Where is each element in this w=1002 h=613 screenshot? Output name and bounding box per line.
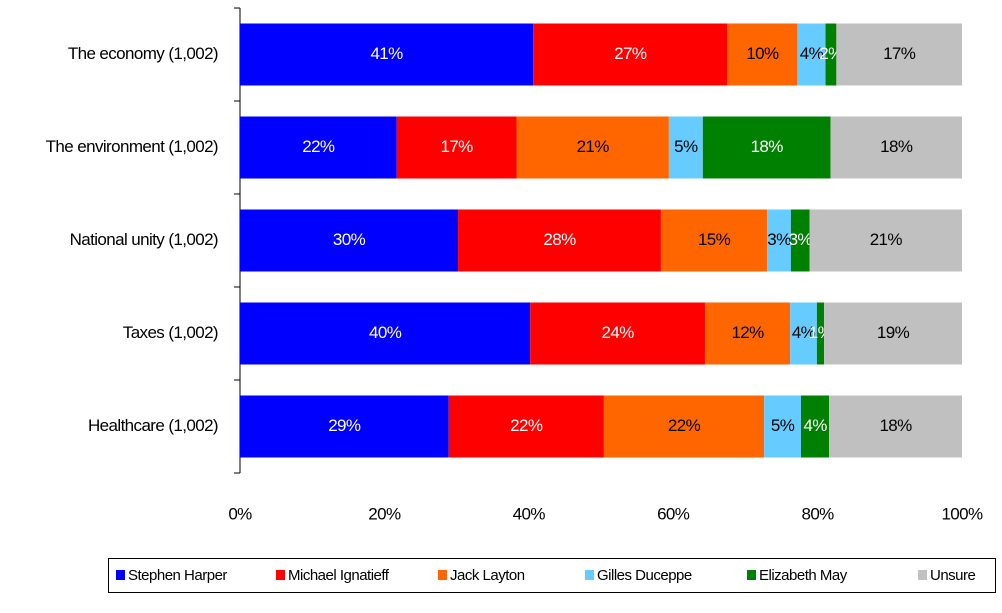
- bar-segment: [809, 209, 962, 272]
- data-label: 30%: [333, 230, 366, 249]
- bar-segment: [830, 116, 962, 179]
- x-tick-label: 0%: [228, 504, 252, 523]
- data-label: 41%: [370, 44, 403, 63]
- data-label: 40%: [369, 323, 402, 342]
- bar-segment: [240, 302, 531, 365]
- legend-swatch: [585, 570, 594, 580]
- data-label: 18%: [879, 416, 912, 435]
- data-label: 24%: [601, 323, 634, 342]
- data-label: 17%: [440, 137, 473, 156]
- legend-label: Gilles Duceppe: [597, 567, 692, 584]
- bar-segment: [533, 23, 728, 86]
- legend-swatch: [276, 570, 285, 580]
- legend-label: Jack Layton: [450, 567, 525, 584]
- bar-segment: [824, 302, 962, 365]
- legend-swatch: [747, 570, 756, 580]
- bar-segment: [825, 23, 837, 86]
- legend-label: Unsure: [930, 567, 976, 584]
- data-label: 4%: [792, 323, 816, 342]
- x-tick-label: 40%: [513, 504, 546, 523]
- data-label: 17%: [883, 44, 916, 63]
- data-label: 28%: [543, 230, 576, 249]
- bar-segment: [829, 395, 962, 458]
- bar-segment: [668, 116, 703, 179]
- bar-segment: [240, 395, 449, 458]
- y-tick-label: The economy (1,002): [68, 44, 218, 63]
- data-label: 22%: [668, 416, 701, 435]
- bar-segment: [767, 209, 791, 272]
- bar-segment: [790, 209, 810, 272]
- bar-segment: [704, 302, 791, 365]
- x-tick-label: 20%: [368, 504, 401, 523]
- data-label: 3%: [789, 230, 813, 249]
- bar-segment: [702, 116, 831, 179]
- data-label: 4%: [803, 416, 827, 435]
- data-label: 18%: [751, 137, 784, 156]
- data-label: 3%: [767, 230, 791, 249]
- bar-segment: [530, 302, 705, 365]
- data-label: 5%: [674, 137, 698, 156]
- y-tick-label: Taxes (1,002): [123, 323, 218, 342]
- x-tick-label: 80%: [801, 504, 834, 523]
- bar-segment: [790, 302, 817, 365]
- y-tick-label: National unity (1,002): [70, 230, 218, 249]
- bar-segment: [240, 23, 534, 86]
- bar-segment: [764, 395, 801, 458]
- data-label: 10%: [746, 44, 779, 63]
- bar-segment: [603, 395, 765, 458]
- data-label: 5%: [771, 416, 795, 435]
- bar-segment: [240, 209, 459, 272]
- y-tick-label: The environment (1,002): [46, 137, 218, 156]
- data-label: 22%: [302, 137, 335, 156]
- data-label: 29%: [328, 416, 361, 435]
- bar-segment: [458, 209, 661, 272]
- bar-segment: [448, 395, 604, 458]
- bar-segment: [727, 23, 798, 86]
- legend-swatch: [918, 570, 927, 580]
- data-label: 21%: [870, 230, 903, 249]
- legend-box: [108, 558, 996, 593]
- y-tick-label: Healthcare (1,002): [88, 416, 218, 435]
- bar-segment: [836, 23, 962, 86]
- bar-segment: [800, 395, 830, 458]
- legend: Stephen Harper Michael Ignatieff Jack Layt…: [108, 558, 996, 593]
- data-label: 19%: [877, 323, 910, 342]
- legend-label: Michael Ignatieff: [288, 567, 390, 584]
- legend-swatch: [438, 570, 447, 580]
- bar-segment: [797, 23, 826, 86]
- bar-segment: [396, 116, 517, 179]
- data-label: 18%: [880, 137, 913, 156]
- bar-segment: [660, 209, 768, 272]
- data-label: 12%: [731, 323, 764, 342]
- x-tick-label: 60%: [657, 504, 690, 523]
- bar-segment: [816, 302, 825, 365]
- legend-swatch: [116, 570, 125, 580]
- legend-label: Stephen Harper: [128, 567, 227, 584]
- bar-segment: [240, 116, 397, 179]
- bar-segment: [516, 116, 669, 179]
- data-label: 15%: [698, 230, 731, 249]
- legend-label: Elizabeth May: [759, 567, 848, 584]
- x-tick-label: 100%: [941, 504, 983, 523]
- data-label: 27%: [614, 44, 647, 63]
- data-label: 22%: [510, 416, 543, 435]
- data-label: 21%: [577, 137, 610, 156]
- data-label: 4%: [800, 44, 824, 63]
